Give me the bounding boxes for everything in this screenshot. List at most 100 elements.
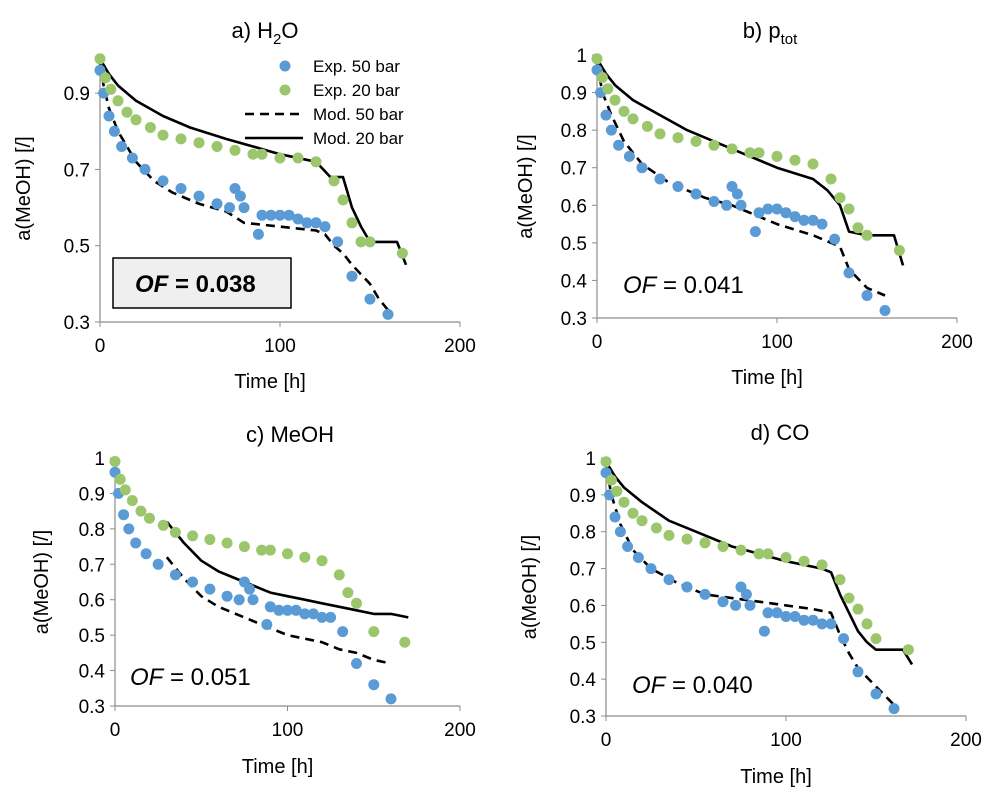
data-point: [641, 120, 653, 132]
y-tick-label: 0.5: [570, 633, 596, 654]
data-point: [299, 551, 311, 563]
y-tick-label: 1: [94, 449, 105, 470]
y-tick-label: 0.5: [561, 234, 587, 255]
x-axis-label: Time [h]: [234, 371, 306, 393]
data-point: [126, 495, 138, 506]
data-point: [834, 574, 846, 586]
y-tick-label: 0.7: [561, 159, 587, 180]
data-point: [112, 95, 124, 107]
legend-label: Mod. 50 bar: [313, 105, 404, 124]
x-tick-label: 0: [592, 332, 603, 353]
y-tick-label: 0.3: [79, 697, 105, 718]
of-value: = 0.038: [168, 271, 255, 298]
data-point: [614, 526, 626, 538]
data-point: [368, 679, 380, 691]
data-point: [193, 190, 205, 202]
data-point: [187, 576, 199, 588]
data-point: [211, 141, 223, 152]
y-tick-label: 0.9: [570, 486, 596, 507]
data-point: [351, 658, 362, 669]
data-point: [316, 555, 328, 567]
data-point: [233, 594, 245, 606]
x-tick-label: 100: [272, 720, 304, 741]
y-tick-label: 0.3: [570, 707, 596, 728]
data-point: [717, 541, 729, 552]
data-point: [114, 473, 126, 485]
data-point: [299, 608, 311, 620]
legend-marker: [279, 84, 291, 96]
data-point: [762, 548, 774, 560]
title-main: d) CO: [751, 420, 810, 445]
x-axis-label: Time [h]: [731, 367, 803, 389]
y-tick-label: 0.5: [64, 237, 90, 258]
data-point: [116, 141, 128, 152]
chart-c: 0.3 0.4 0.5 0.6 0.7 0.8 0.9 1 0 100 200 Time [h] a(M…: [31, 422, 476, 778]
of-annotation: OF = 0.041: [623, 272, 744, 299]
data-point: [843, 267, 855, 279]
data-point: [247, 148, 259, 160]
data-point: [229, 183, 241, 194]
data-point: [879, 305, 891, 316]
data-point: [282, 548, 293, 560]
data-point: [108, 125, 120, 137]
data-point: [105, 83, 117, 95]
data-point: [103, 110, 115, 122]
y-tick-label: 0.8: [561, 121, 587, 142]
data-point: [247, 594, 259, 606]
y-tick-label: 0.4: [561, 271, 588, 292]
data-point: [861, 229, 873, 241]
data-point: [229, 144, 241, 156]
y-tick-label: 0.3: [561, 309, 587, 330]
data-point: [307, 608, 319, 620]
data-point: [632, 552, 644, 563]
y-tick-label: 0.6: [561, 196, 587, 217]
data-point: [224, 202, 236, 214]
x-tick-label: 0: [95, 336, 106, 357]
data-point: [290, 604, 302, 616]
data-point: [602, 83, 614, 95]
data-point: [852, 666, 864, 678]
data-point: [681, 581, 693, 593]
data-point: [753, 147, 765, 159]
data-point: [708, 139, 720, 151]
data-point: [721, 199, 733, 211]
y-tick-label: 0.9: [79, 484, 105, 505]
data-point: [252, 228, 264, 240]
data-point: [600, 456, 612, 468]
of-label: OF: [130, 664, 165, 691]
data-point: [690, 135, 702, 147]
data-point: [807, 158, 819, 170]
data-point: [355, 236, 367, 248]
data-point: [204, 583, 216, 595]
y-tick-label: 0.6: [570, 596, 596, 617]
data-point: [211, 198, 223, 210]
data-point: [152, 558, 164, 570]
series-line-mod-50-bar: [595, 62, 886, 297]
data-point: [157, 129, 169, 141]
data-point: [346, 270, 358, 282]
data-point: [744, 147, 756, 159]
y-tick-label: 0.8: [570, 523, 596, 544]
of-value: = 0.051: [163, 664, 250, 691]
of-label: OF: [623, 272, 658, 299]
data-point: [325, 611, 337, 623]
data-point: [749, 226, 761, 238]
data-point: [238, 541, 250, 553]
data-point: [780, 552, 792, 563]
data-point: [636, 162, 648, 174]
chart-title: b) ptot: [743, 18, 798, 48]
title-subscript: 2: [273, 31, 281, 48]
data-point: [789, 154, 801, 166]
x-tick-label: 200: [941, 332, 973, 353]
data-point: [843, 203, 855, 215]
data-point: [771, 203, 783, 215]
data-point: [130, 537, 142, 549]
data-point: [256, 148, 268, 160]
data-point: [319, 221, 331, 233]
data-point: [157, 519, 169, 531]
data-point: [780, 611, 792, 622]
data-point: [346, 217, 358, 229]
y-tick-label: 0.9: [561, 84, 587, 105]
data-point: [663, 529, 675, 541]
of-value: = 0.040: [665, 672, 752, 699]
